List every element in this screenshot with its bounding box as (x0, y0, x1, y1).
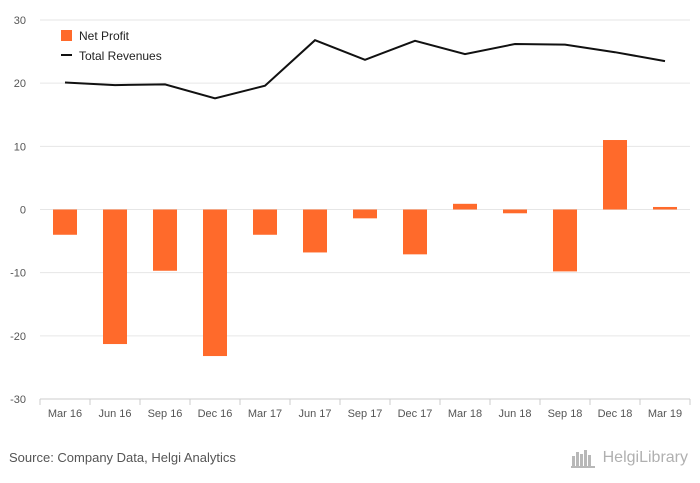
library-icon (570, 450, 595, 468)
net-profit-bar (53, 209, 77, 235)
x-axis-ticks (39, 399, 691, 405)
x-tick-label: Mar 17 (248, 408, 282, 420)
legend-net-profit-label: Net Profit (79, 29, 130, 43)
legend-net-profit-swatch (61, 30, 72, 41)
x-tick-label: Mar 19 (648, 408, 682, 420)
net-profit-bar (653, 206, 677, 210)
x-tick-label: Dec 17 (398, 408, 433, 420)
net-profit-bars (53, 140, 677, 357)
y-axis-tick-labels: 30 20 10 0 -10 -20 -30 (10, 15, 26, 406)
x-tick-label: Sep 18 (548, 408, 583, 420)
net-profit-bar (303, 209, 327, 253)
y-tick-label: 30 (14, 15, 26, 27)
brand-logo: HelgiLibrary (570, 448, 688, 468)
legend-total-revenues-label: Total Revenues (79, 49, 162, 63)
x-tick-label: Mar 18 (448, 408, 482, 420)
net-profit-bar (153, 209, 177, 271)
legend: Net Profit Total Revenues (61, 29, 162, 63)
x-tick-label: Jun 16 (98, 408, 131, 420)
net-profit-bar (103, 209, 127, 345)
x-tick-label: Dec 16 (198, 408, 233, 420)
net-profit-bar (203, 209, 227, 357)
y-tick-label: 0 (20, 205, 26, 217)
y-tick-label: -20 (10, 331, 26, 343)
x-tick-label: Jun 18 (498, 408, 531, 420)
x-tick-label: Dec 18 (598, 408, 633, 420)
net-profit-bar (353, 209, 377, 219)
net-profit-bar (253, 209, 277, 235)
net-profit-bar (603, 140, 627, 210)
x-tick-label: Mar 16 (48, 408, 82, 420)
net-profit-bar (453, 203, 477, 210)
y-tick-label: 10 (14, 141, 26, 153)
x-axis-tick-labels: Mar 16 Jun 16 Sep 16 Dec 16 Mar 17 Jun 17 Sep … (48, 408, 682, 420)
y-tick-label: -10 (10, 268, 26, 280)
y-tick-label: 20 (14, 78, 26, 90)
net-profit-bar (403, 209, 427, 255)
x-tick-label: Sep 17 (348, 408, 383, 420)
total-revenues-line (64, 39, 666, 100)
source-note: Source: Company Data, Helgi Analytics (9, 450, 236, 465)
y-tick-label: -30 (10, 394, 26, 406)
x-tick-label: Sep 16 (148, 408, 183, 420)
brand-name: HelgiLibrary (602, 449, 688, 466)
net-profit-bar (553, 209, 577, 272)
x-tick-label: Jun 17 (298, 408, 331, 420)
net-profit-bar (503, 209, 527, 214)
